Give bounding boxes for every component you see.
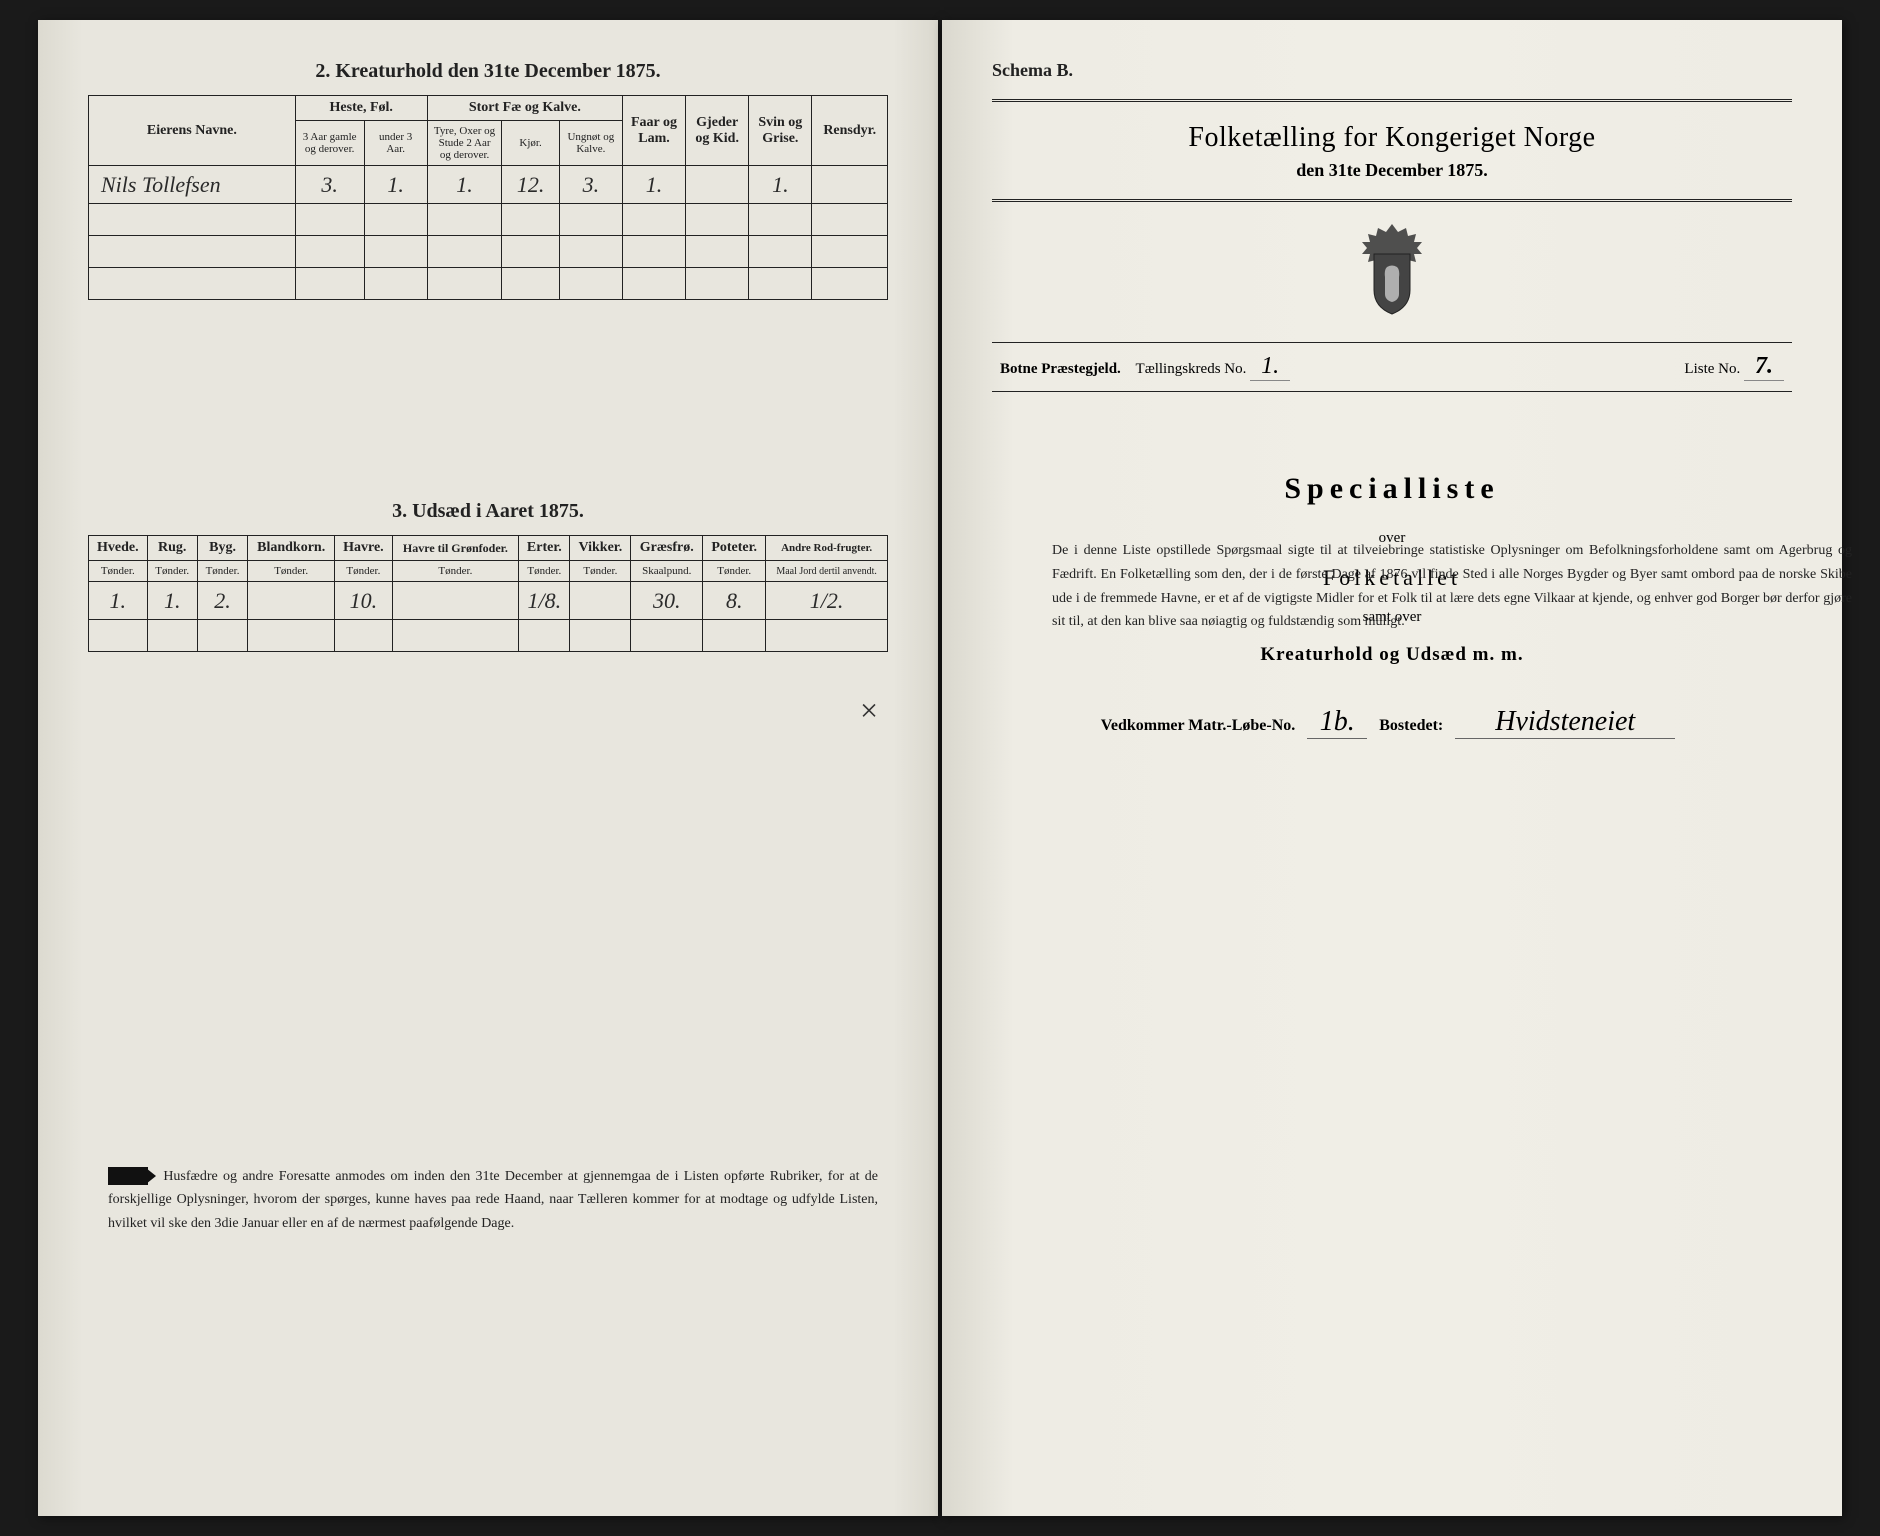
prestegjeld: Botne Præstegjeld. (1000, 361, 1121, 377)
sh: Tønder. (248, 561, 335, 582)
sub-fae2: Kjør. (502, 121, 559, 166)
sh: Tønder. (570, 561, 631, 582)
cell: 3. (559, 166, 622, 204)
h: Hvede. (89, 536, 148, 561)
cell: 1. (364, 166, 427, 204)
cell (392, 582, 519, 620)
sub-heste2: under 3 Aar. (364, 121, 427, 166)
table1-title: 2. Kreaturhold den 31te December 1875. (88, 60, 888, 83)
note-text: Husfædre og andre Foresatte anmodes om i… (108, 1169, 878, 1232)
title-box: Folketælling for Kongeriget Norge den 31… (992, 99, 1792, 202)
cell (686, 166, 749, 204)
main-title: Folketælling for Kongeriget Norge (1002, 122, 1782, 154)
col-gjeder: Gjeder og Kid. (686, 96, 749, 166)
col-owner: Eierens Navne. (89, 96, 296, 166)
table2-title: 3. Udsæd i Aaret 1875. (88, 500, 888, 523)
bostedet-label: Bostedet: (1379, 717, 1443, 734)
col-rensdyr: Rensdyr. (812, 96, 888, 166)
vedkommer-label: Vedkommer Matr.-Løbe-No. (1101, 717, 1296, 734)
x-mark: × (860, 692, 878, 729)
col-faar: Faar og Lam. (622, 96, 685, 166)
sub-heste1: 3 Aar gamle og derover. (295, 121, 364, 166)
cell (812, 166, 888, 204)
kreds-label: Tællingskreds No. (1136, 361, 1247, 377)
sh: Tønder. (703, 561, 766, 582)
sub-fae3: Ungnøt og Kalve. (559, 121, 622, 166)
cell: 1. (147, 582, 197, 620)
cell: 1/2. (766, 582, 888, 620)
left-note: Husfædre og andre Foresatte anmodes om i… (108, 1165, 878, 1236)
right-page: Schema B. Folketælling for Kongeriget No… (942, 20, 1842, 1516)
sh: Tønder. (392, 561, 519, 582)
cell: 2. (197, 582, 247, 620)
sh: Tønder. (519, 561, 570, 582)
col-heste: Heste, Føl. (295, 96, 427, 121)
meta-line: Botne Præstegjeld. Tællingskreds No. 1. … (992, 342, 1792, 392)
h: Blandkorn. (248, 536, 335, 561)
h: Græsfrø. (631, 536, 703, 561)
cell: 1. (427, 166, 502, 204)
cell: 12. (502, 166, 559, 204)
udsaed-table: Hvede. Rug. Byg. Blandkorn. Havre. Havre… (88, 535, 888, 652)
sh: Tønder. (335, 561, 392, 582)
sub-fae1: Tyre, Oxer og Stude 2 Aar og derover. (427, 121, 502, 166)
sh: Tønder. (197, 561, 247, 582)
h: Rug. (147, 536, 197, 561)
cell: 1. (749, 166, 812, 204)
h: Byg. (197, 536, 247, 561)
liste-value: 7. (1744, 353, 1784, 381)
kreaturhold-table: Eierens Navne. Heste, Føl. Stort Fæ og K… (88, 95, 888, 300)
right-note: De i denne Liste opstillede Spørgsmaal s… (1052, 539, 1852, 634)
book-spread: 2. Kreaturhold den 31te December 1875. E… (38, 20, 1842, 1516)
cell: 30. (631, 582, 703, 620)
cell: 3. (295, 166, 364, 204)
bostedet-value: Hvidsteneiet (1455, 706, 1675, 739)
h: Havre. (335, 536, 392, 561)
h: Poteter. (703, 536, 766, 561)
sh: Tønder. (89, 561, 148, 582)
liste-label: Liste No. (1684, 361, 1740, 377)
kreaturhold: Kreaturhold og Udsæd m. m. (992, 644, 1792, 666)
specialliste: Specialliste (992, 472, 1792, 506)
cell (248, 582, 335, 620)
col-svin: Svin og Grise. (749, 96, 812, 166)
h: Vikker. (570, 536, 631, 561)
cell (570, 582, 631, 620)
sh: Tønder. (147, 561, 197, 582)
schema-label: Schema B. (992, 60, 1792, 81)
pointer-icon (108, 1167, 148, 1185)
vedkommer-line: Vedkommer Matr.-Løbe-No. 1b. Bostedet: H… (992, 706, 1792, 739)
h: Andre Rod-frugter. (766, 536, 888, 561)
cell: 1. (622, 166, 685, 204)
coat-of-arms-icon (992, 222, 1792, 322)
h: Havre til Grønfoder. (392, 536, 519, 561)
sh: Maal Jord dertil anvendt. (766, 561, 888, 582)
cell: 8. (703, 582, 766, 620)
cell: 1/8. (519, 582, 570, 620)
cell: 10. (335, 582, 392, 620)
owner-name: Nils Tollefsen (89, 166, 296, 204)
left-page: 2. Kreaturhold den 31te December 1875. E… (38, 20, 938, 1516)
cell: 1. (89, 582, 148, 620)
col-stortfae: Stort Fæ og Kalve. (427, 96, 622, 121)
sh: Skaalpund. (631, 561, 703, 582)
h: Erter. (519, 536, 570, 561)
sub-title: den 31te December 1875. (1002, 160, 1782, 181)
matr-value: 1b. (1307, 706, 1367, 739)
kreds-value: 1. (1250, 353, 1290, 381)
